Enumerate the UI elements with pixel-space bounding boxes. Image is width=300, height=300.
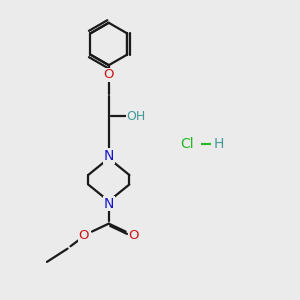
Text: O: O bbox=[129, 229, 139, 242]
Text: N: N bbox=[103, 196, 114, 211]
Text: H: H bbox=[214, 137, 224, 151]
Text: Cl: Cl bbox=[180, 137, 194, 151]
Text: OH: OH bbox=[126, 110, 146, 123]
Text: O: O bbox=[79, 229, 89, 242]
Text: N: N bbox=[103, 149, 114, 163]
Text: O: O bbox=[103, 68, 114, 81]
